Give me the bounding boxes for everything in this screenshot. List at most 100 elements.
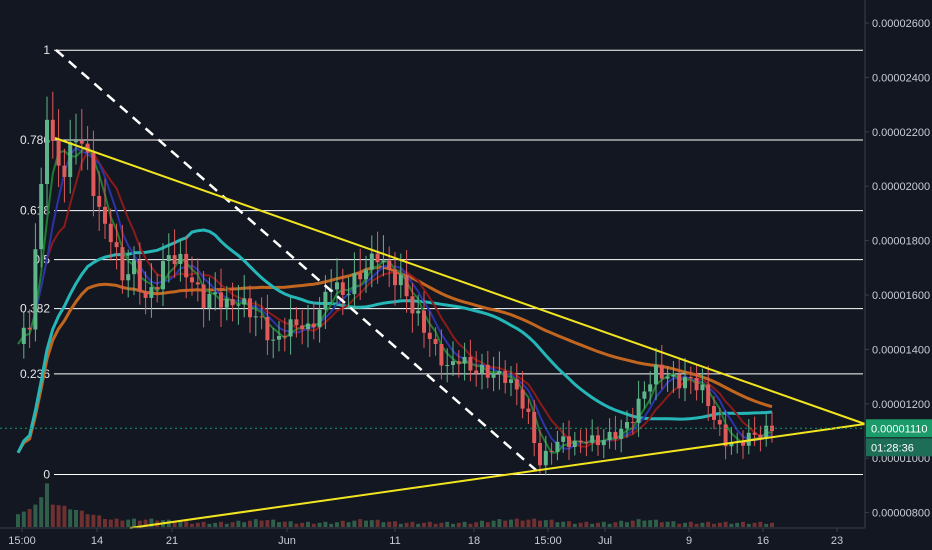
price-tick-label: 0.00001800 (872, 236, 930, 248)
candle-body (369, 253, 374, 270)
price-axis[interactable]: 0.00002600 0.00002400 0.00002200 0.00002000… (865, 18, 930, 520)
volume-bar (398, 523, 403, 527)
volume-bar (729, 523, 734, 527)
candle-body (439, 344, 444, 366)
candle-body (45, 119, 49, 185)
candle-body (532, 411, 537, 444)
fib-label-0: 0 (43, 468, 50, 482)
volume-bar (688, 521, 693, 527)
volume-bar (509, 519, 513, 527)
volume-bar (50, 504, 55, 527)
volume-bar (381, 522, 386, 527)
candle-body (561, 436, 566, 442)
volume-bar (335, 522, 339, 527)
volume-bar (265, 520, 270, 527)
candle-body (79, 140, 84, 144)
candle-body (323, 291, 328, 310)
candle-body (543, 450, 548, 466)
volume-bar (149, 518, 154, 527)
volume-bars (16, 483, 774, 527)
candle-body (584, 442, 589, 444)
volume-bar (625, 522, 629, 527)
volume-bar (294, 523, 299, 527)
volume-bar (213, 522, 218, 527)
volume-bar (352, 520, 357, 527)
time-axis[interactable]: 15:00 14 21 Jun 11 18 15:00 Jul 9 16 23 (8, 528, 843, 547)
volume-bar (456, 522, 461, 527)
candle-body (155, 287, 160, 290)
volume-bar (126, 519, 131, 527)
candle-body (654, 364, 658, 385)
candle-body (572, 440, 577, 448)
volume-bar (706, 521, 711, 527)
volume-bar (758, 521, 763, 527)
volume-bar (462, 521, 467, 527)
volume-bar (735, 522, 740, 527)
volume-bar (317, 522, 322, 527)
candle-body (422, 310, 426, 333)
candle-body (358, 273, 363, 280)
candle-body (410, 296, 415, 314)
candle-body (120, 247, 125, 281)
candle-body (33, 249, 38, 330)
candle-body (677, 374, 682, 389)
volume-bar (132, 518, 136, 527)
candle-body (706, 384, 711, 406)
candle-body (485, 364, 490, 378)
candle-body (91, 152, 96, 196)
volume-bar (375, 519, 380, 527)
candle-body (62, 165, 67, 177)
candle-body (381, 260, 386, 263)
candle-body (143, 291, 148, 298)
candle-body (253, 316, 258, 318)
volume-bar (114, 518, 119, 527)
candle-body (746, 432, 751, 446)
time-tick-label: Jul (598, 535, 612, 547)
candle-body (764, 425, 769, 438)
candle-body (683, 377, 687, 389)
candle-body (393, 269, 397, 286)
volume-bar (172, 522, 177, 527)
volume-bar (56, 505, 61, 527)
volume-bar (300, 522, 305, 527)
volume-bar (422, 522, 426, 527)
candle-body (213, 292, 218, 294)
candle-body (126, 274, 131, 281)
volume-bar (85, 514, 90, 527)
candle-body (300, 325, 305, 330)
candle-body (688, 377, 693, 379)
volume-bar (416, 523, 421, 527)
volume-bar (230, 522, 235, 527)
volume-bar (97, 515, 102, 527)
candle-body (242, 298, 247, 305)
price-tick-label: 0.00000800 (872, 508, 930, 520)
volume-bar (538, 520, 542, 527)
volume-bar (613, 522, 618, 527)
candle-body (514, 379, 519, 390)
fib-label-1: 1 (43, 43, 50, 57)
candle-body (184, 253, 189, 278)
volume-bar (178, 521, 183, 527)
time-tick-label: 18 (468, 535, 480, 547)
volume-bar (68, 509, 73, 527)
candle-body (317, 309, 322, 328)
volume-bar (33, 504, 38, 527)
volume-bar (27, 509, 32, 527)
volume-bar (468, 523, 473, 527)
candle-body (590, 435, 595, 443)
time-tick-label: Jun (278, 535, 296, 547)
volume-bar (224, 523, 229, 527)
volume-bar (219, 521, 223, 527)
volume-bar (590, 523, 595, 527)
candle-body (619, 428, 624, 439)
candle-body (468, 356, 473, 371)
candle-body (236, 304, 241, 306)
volume-bar (497, 519, 502, 527)
volume-bar (445, 521, 450, 527)
volume-bar (16, 514, 20, 527)
candle-body (526, 408, 531, 412)
volume-bar (764, 523, 769, 527)
time-tick-label: 9 (686, 535, 692, 547)
candle-body (671, 374, 676, 377)
